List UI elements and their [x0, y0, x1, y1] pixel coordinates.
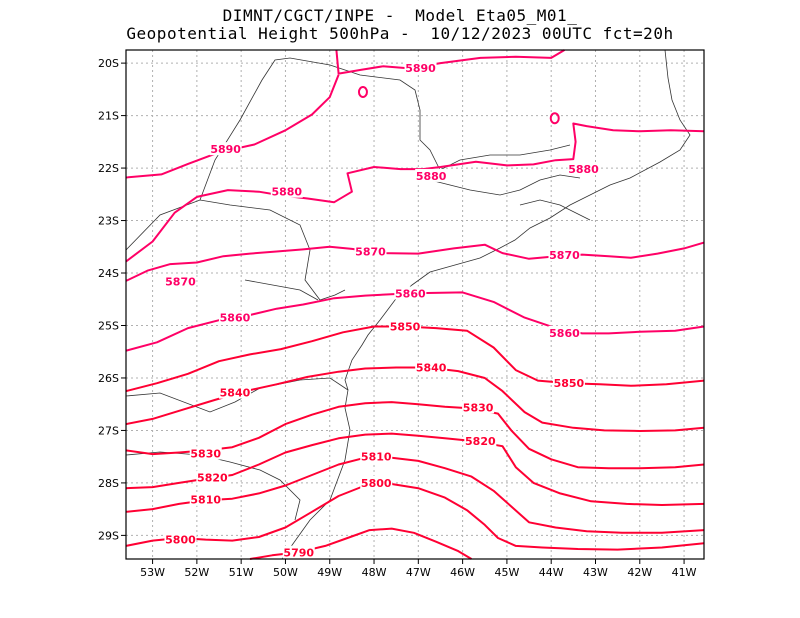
contour-label-bg-5840 — [218, 385, 251, 399]
contour-label-5820: 5820 — [197, 472, 228, 485]
closed-contour-5890 — [549, 112, 560, 125]
y-tick-label: 22S — [98, 162, 119, 175]
contour-label-5800: 5800 — [165, 534, 196, 547]
contour-label-5840: 5840 — [416, 361, 447, 374]
contour-label-bg-5840 — [415, 360, 448, 374]
contour-label-5820: 5820 — [465, 435, 496, 448]
contour-label-5890: 5890 — [405, 62, 436, 75]
contour-labels: 5890 5890 5880 5880 5880 5870 5870 5870 5860 5860… — [164, 60, 600, 560]
x-tick-label: 42W — [627, 566, 652, 579]
x-tick-label: 53W — [140, 566, 165, 579]
contour-label-5890: 5890 — [210, 143, 241, 156]
contour-label-bg-5820 — [464, 433, 497, 447]
contour-label-5840: 5840 — [220, 387, 251, 400]
contour-label-bg-5800 — [360, 475, 393, 489]
x-tick-label: 47W — [406, 566, 431, 579]
x-tick-label: 52W — [184, 566, 209, 579]
contour-label-5870: 5870 — [165, 275, 196, 288]
y-tick-label: 20S — [98, 57, 119, 70]
contour-label-5830: 5830 — [190, 448, 221, 461]
contour-label-bg-5800 — [164, 532, 197, 546]
contour-line-5800 — [125, 483, 705, 551]
contour-label-bg-5880 — [270, 184, 303, 198]
contour-label-5790: 5790 — [283, 547, 314, 560]
contour-label-bg-5870 — [354, 244, 387, 258]
y-axis-ticks: 20S 21S 22S 23S 24S 25S 26S 27S 28S 29S — [98, 57, 126, 542]
contour-label-5880: 5880 — [271, 186, 302, 199]
x-tick-label: 48W — [362, 566, 387, 579]
contour-label-5860: 5860 — [549, 327, 580, 340]
closed-contour-5890 — [357, 85, 368, 98]
contour-label-5860: 5860 — [395, 287, 426, 300]
x-tick-label: 50W — [273, 566, 298, 579]
contour-label-bg-5860 — [394, 286, 427, 300]
contour-label-5800: 5800 — [361, 477, 392, 490]
y-tick-label: 28S — [98, 477, 119, 490]
contour-label-bg-5790 — [282, 545, 315, 559]
x-tick-label: 46W — [450, 566, 475, 579]
y-tick-label: 24S — [98, 267, 119, 280]
x-tick-label: 49W — [317, 566, 342, 579]
contour-line-5890 — [125, 74, 340, 179]
contour-line-5830 — [125, 401, 705, 470]
contour-label-bg-5810 — [189, 492, 222, 506]
coastline-and-borders — [125, 49, 691, 560]
contour-label-5880: 5880 — [416, 170, 447, 183]
x-tick-label: 41W — [672, 566, 697, 579]
contour-label-bg-5830 — [462, 400, 495, 414]
contour-label-bg-5890 — [404, 60, 437, 74]
contour-label-bg-5810 — [360, 449, 393, 463]
y-tick-label: 25S — [98, 319, 119, 332]
x-tick-label: 45W — [494, 566, 519, 579]
contour-label-5850: 5850 — [554, 377, 585, 390]
contour-label-5850: 5850 — [390, 321, 421, 334]
contour-label-bg-5880 — [567, 162, 600, 176]
x-axis-ticks: 53W 52W 51W 50W 49W 48W 47W 46W 45W 44W 43W 42W 41W — [140, 559, 697, 579]
contour-label-bg-5870 — [164, 274, 197, 288]
contour-label-bg-5850 — [389, 319, 422, 333]
contour-label-bg-5880 — [415, 168, 448, 182]
contour-label-5860: 5860 — [220, 312, 251, 325]
contour-label-5830: 5830 — [463, 401, 494, 414]
chart-subtitle: Geopotential Height 500hPa - 10/12/2023 … — [126, 24, 674, 43]
y-tick-label: 23S — [98, 215, 119, 228]
y-tick-label: 21S — [98, 110, 119, 123]
y-tick-label: 26S — [98, 372, 119, 385]
y-tick-label: 27S — [98, 424, 119, 437]
x-tick-label: 43W — [583, 566, 608, 579]
contour-label-bg-5830 — [189, 446, 222, 460]
contour-label-bg-5870 — [548, 248, 581, 262]
contour-label-bg-5860 — [218, 310, 251, 324]
x-tick-label: 51W — [229, 566, 254, 579]
contour-label-5810: 5810 — [190, 494, 221, 507]
contour-label-bg-5820 — [196, 470, 229, 484]
contour-label-bg-5860 — [548, 325, 581, 339]
contour-label-bg-5890 — [209, 142, 242, 156]
contour-label-5870: 5870 — [549, 249, 580, 262]
chart-title: DIMNT/CGCT/INPE - Model Eta05_M01_ — [222, 6, 578, 25]
contour-label-bg-5850 — [552, 376, 585, 390]
x-tick-label: 44W — [539, 566, 564, 579]
contour-label-5870: 5870 — [355, 246, 386, 259]
contour-label-5880: 5880 — [568, 163, 599, 176]
plot-frame — [125, 49, 705, 560]
contour-line-5870 — [125, 241, 705, 282]
contour-label-5810: 5810 — [361, 451, 392, 464]
y-tick-label: 29S — [98, 529, 119, 542]
